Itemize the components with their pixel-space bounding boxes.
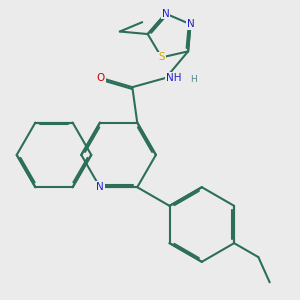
- Text: S: S: [158, 52, 165, 62]
- Text: N: N: [96, 182, 104, 192]
- Text: N: N: [162, 9, 170, 19]
- Text: O: O: [97, 73, 105, 83]
- Text: NH: NH: [166, 73, 182, 83]
- Text: N: N: [187, 19, 194, 29]
- Text: H: H: [190, 75, 197, 84]
